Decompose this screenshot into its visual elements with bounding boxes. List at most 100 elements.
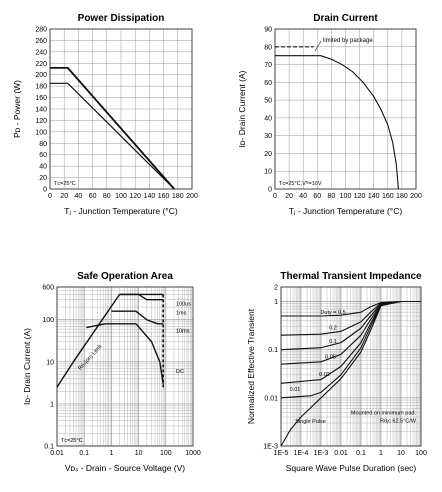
y-tick-label: 10 <box>264 169 272 176</box>
x-tick-label: 1E-4 <box>294 450 309 457</box>
annotation: Rθⱼᴄ 62.5°C/W <box>380 418 417 424</box>
y-tick-label: 50 <box>264 98 272 105</box>
chart-title: Drain Current <box>313 13 378 24</box>
y-axis-label: Normalized Effective Transient <box>246 308 256 424</box>
plot-frame <box>274 28 417 190</box>
y-tick-label: 40 <box>264 115 272 122</box>
y-tick-label: 0.1 <box>268 347 278 354</box>
x-tick-label: 100 <box>340 193 352 200</box>
x-tick-label: 120 <box>129 193 141 200</box>
curve-label: 0.05 <box>325 354 336 360</box>
x-tick-label: 60 <box>89 193 97 200</box>
series-line <box>50 66 175 190</box>
x-tick-label: 0.1 <box>356 450 366 457</box>
y-tick-label: 80 <box>39 141 47 148</box>
x-axis-label: Tⱼ - Junction Temperature (°C) <box>64 206 178 216</box>
y-tick-label: 100 <box>35 129 47 136</box>
plot-frame <box>49 28 193 190</box>
x-tick-label: 10 <box>135 450 143 457</box>
annotation: Tᴄ=25°C <box>61 438 83 444</box>
x-tick-label: 80 <box>103 193 111 200</box>
curve-label: 1ms <box>176 310 187 316</box>
grid-lines <box>56 286 193 447</box>
x-tick-label: 0 <box>48 193 52 200</box>
series-line <box>86 323 164 384</box>
x-tick-label: 1 <box>379 450 383 457</box>
y-tick-label: 140 <box>35 107 47 114</box>
y-tick-label: 1 <box>50 401 54 408</box>
y-tick-label: 20 <box>39 175 47 182</box>
curve-label: DC <box>176 369 184 375</box>
series-line <box>111 310 164 325</box>
annotation: Tᴄ=25°C <box>54 181 76 187</box>
y-tick-label: 240 <box>35 49 47 56</box>
annotation: Tᴄ=25°C,Vᴳ=10V <box>279 180 322 187</box>
x-tick-label: 20 <box>60 193 68 200</box>
y-tick-label: 2 <box>274 285 278 292</box>
x-tick-label: 160 <box>382 193 394 200</box>
y-tick-label: 0.01 <box>264 395 278 402</box>
y-tick-label: 160 <box>35 95 47 102</box>
x-tick-label: 160 <box>158 193 170 200</box>
y-axis-label: Iᴅ- Drain Current (A) <box>22 328 32 405</box>
curve-label: 100us <box>176 301 191 307</box>
y-tick-label: 260 <box>35 38 47 45</box>
x-tick-label: 0 <box>273 193 277 200</box>
series-group <box>56 293 164 390</box>
curve-label: 0.02 <box>319 372 330 378</box>
x-tick-label: 60 <box>313 193 321 200</box>
x-tick-label: 180 <box>172 193 184 200</box>
y-tick-label: 80 <box>264 44 272 51</box>
x-tick-label: 100 <box>115 193 127 200</box>
y-tick-label: 0.1 <box>44 444 54 451</box>
x-tick-label: 100 <box>160 450 172 457</box>
x-tick-label: 80 <box>328 193 336 200</box>
y-tick-label: 600 <box>42 285 54 292</box>
annotation: limited by package <box>323 38 373 44</box>
x-tick-label: 1 <box>109 450 113 457</box>
x-axis-label: Tⱼ - Junction Temperature (°C) <box>289 206 403 216</box>
x-tick-label: 140 <box>144 193 156 200</box>
y-tick-label: 200 <box>35 72 47 79</box>
x-tick-label: 10 <box>397 450 405 457</box>
x-tick-label: 180 <box>396 193 408 200</box>
series-line <box>275 55 399 190</box>
series-line <box>280 300 421 447</box>
curve-label: Single Pulse <box>295 419 326 425</box>
chart-title: Power Dissipation <box>78 13 165 24</box>
x-tick-label: 200 <box>186 193 198 200</box>
x-tick-label: 100 <box>415 450 427 457</box>
x-tick-label: 1E-5 <box>274 450 289 457</box>
annotation: Mounted on minimum pad. <box>351 411 417 417</box>
y-tick-label: 0 <box>268 187 272 194</box>
chart-thermal: Thermal Transient Impedance 1E-5 1E-4 1E-3 0… <box>246 271 427 473</box>
y-tick-label: 120 <box>35 118 47 125</box>
x-tick-label: 1E-3 <box>314 450 329 457</box>
plot-frame <box>56 286 194 447</box>
x-tick-label: 140 <box>368 193 380 200</box>
y-tick-label: 220 <box>35 61 47 68</box>
y-tick-label: 280 <box>35 27 47 34</box>
y-tick-label: 1 <box>274 299 278 306</box>
y-tick-label: 30 <box>264 133 272 140</box>
curve-label: 0.1 <box>329 339 337 345</box>
curve-label: 0.01 <box>290 387 301 393</box>
grid-lines <box>49 28 193 190</box>
y-tick-label: 0 <box>43 187 47 194</box>
curve-label: 10ms <box>176 329 190 335</box>
y-tick-label: 40 <box>39 164 47 171</box>
x-axis-label: Square Wave Pulse Duration (sec) <box>286 463 417 473</box>
series-group <box>50 66 175 190</box>
series-line <box>50 82 175 190</box>
chart-title: Thermal Transient Impedance <box>280 271 422 282</box>
series-group <box>275 46 399 190</box>
x-axis-label: Vᴅₛ - Drain - Source Voltage (V) <box>65 463 185 473</box>
x-tick-label: 1000 <box>185 450 201 457</box>
x-tick-label: 0.01 <box>334 450 348 457</box>
plot-frame <box>280 286 422 447</box>
